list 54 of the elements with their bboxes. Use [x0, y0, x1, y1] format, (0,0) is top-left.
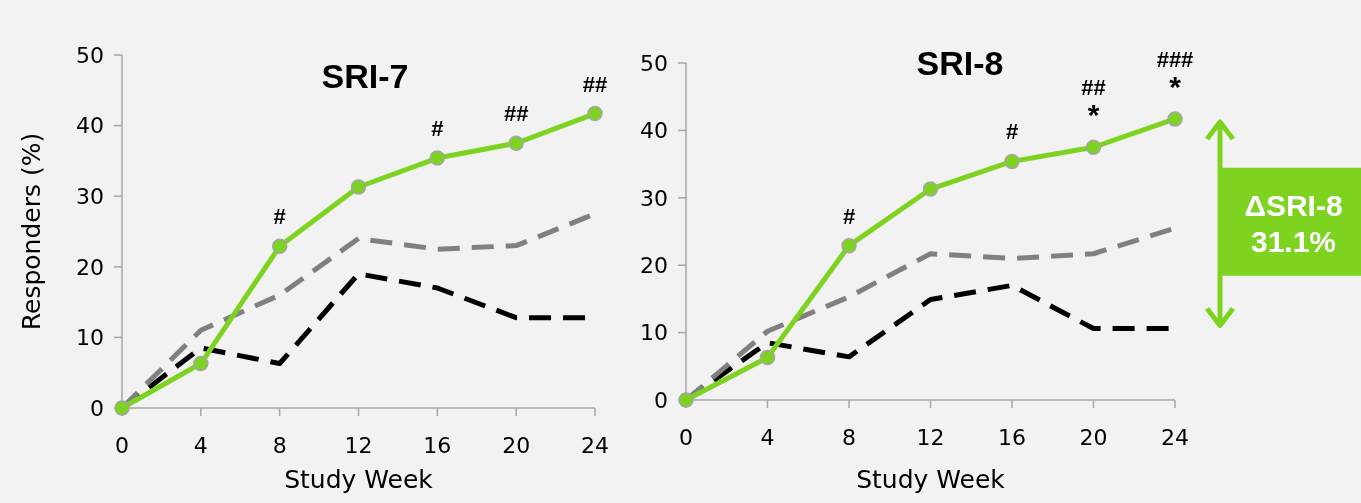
annotation: #: [1005, 119, 1019, 145]
chart-title: SRI-8: [916, 44, 1004, 82]
point: [429, 150, 446, 166]
x-tick-label: 12: [916, 425, 945, 450]
point: [1167, 111, 1183, 127]
point: [922, 181, 939, 197]
x-axis-title: Study Week: [284, 465, 434, 494]
x-tick-label: 12: [344, 433, 373, 458]
x-tick-label: 16: [998, 425, 1026, 450]
x-tick-label: 16: [423, 433, 452, 458]
annotation: ##: [582, 71, 608, 97]
x-tick-label: 4: [760, 425, 775, 450]
x-tick-label: 0: [115, 433, 129, 458]
y-axis-title: Responders (%): [17, 132, 46, 331]
point: [508, 135, 524, 151]
annotation: #: [842, 203, 856, 229]
point: [1085, 139, 1102, 155]
point: [759, 349, 776, 366]
x-tick-label: 24: [1161, 425, 1189, 450]
y-tick-label: 10: [76, 325, 104, 351]
y-tick-label: 30: [76, 183, 104, 209]
y-tick-label: 50: [640, 50, 668, 76]
x-tick-label: 24: [581, 433, 609, 458]
annotation: ###: [1156, 46, 1194, 72]
x-tick-label: 20: [502, 433, 531, 458]
point: [350, 179, 367, 195]
x-tick-label: 4: [193, 433, 208, 458]
point: [271, 238, 288, 255]
point: [587, 105, 603, 122]
x-tick-label: 8: [842, 425, 856, 450]
annotation: #: [431, 116, 444, 142]
annotation: *: [1169, 69, 1182, 103]
chart-title: SRI-7: [321, 57, 409, 95]
y-tick-label: 40: [76, 113, 104, 139]
y-tick-label: 10: [640, 320, 668, 346]
y-tick-label: 0: [90, 395, 104, 421]
y-tick-label: 20: [76, 254, 104, 280]
y-tick-label: 50: [76, 42, 104, 68]
annotation: *: [1087, 98, 1100, 132]
x-tick-label: 20: [1079, 425, 1108, 450]
text: ΔSRI-8 31.1%: [1244, 188, 1343, 258]
annotation: #: [273, 204, 286, 230]
y-tick-label: 40: [640, 118, 668, 144]
y-tick-label: 20: [640, 252, 668, 278]
point: [841, 237, 857, 254]
point: [1004, 153, 1020, 170]
point: [193, 355, 209, 372]
y-tick-label: 0: [654, 387, 668, 413]
x-tick-label: 8: [272, 433, 287, 458]
annotation: ##: [503, 101, 529, 127]
x-axis-title: Study Week: [856, 465, 1006, 494]
annotation: ##: [1081, 75, 1106, 101]
x-tick-label: 0: [679, 425, 693, 450]
y-tick-label: 30: [640, 185, 668, 211]
